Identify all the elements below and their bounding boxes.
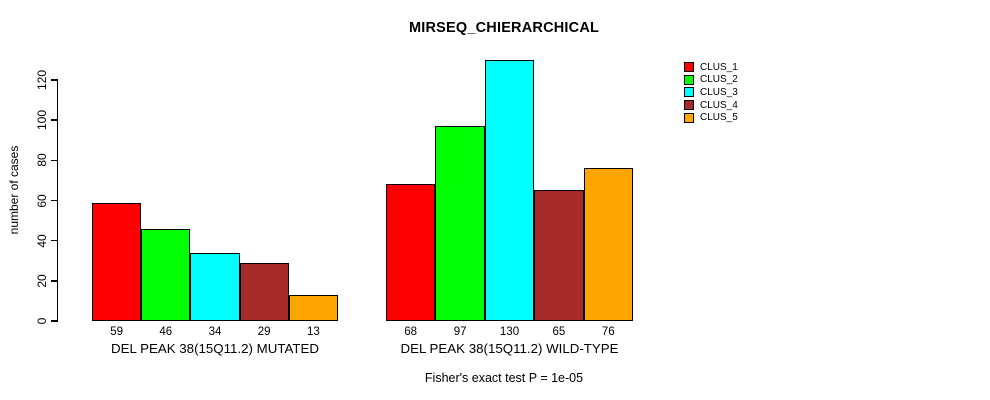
y-axis-tick-label: 80 xyxy=(35,153,49,168)
legend-label: CLUS_5 xyxy=(700,112,738,124)
legend-label: CLUS_3 xyxy=(700,86,738,98)
bar-clus_2-group1 xyxy=(141,228,191,321)
legend-swatch-clus_2 xyxy=(684,74,694,85)
y-axis-tick xyxy=(51,119,58,121)
legend-item-clus_1: CLUS_1 xyxy=(684,61,738,74)
y-axis-tick-label: 20 xyxy=(35,274,49,288)
bar-clus_3-group1 xyxy=(190,252,240,321)
legend-item-clus_3: CLUS_3 xyxy=(684,86,738,99)
legend-swatch-clus_1 xyxy=(684,62,694,73)
legend-swatch-clus_3 xyxy=(684,87,694,98)
legend-label: CLUS_1 xyxy=(700,61,738,73)
y-axis-tick-label: 100 xyxy=(35,110,49,131)
legend: CLUS_1 CLUS_2 CLUS_3 CLUS_4 CLUS_5 xyxy=(684,61,738,124)
group-label-2: DEL PEAK 38(15Q11.2) WILD-TYPE xyxy=(400,341,619,356)
bar-clus_2-group2 xyxy=(435,126,485,321)
chart-title: MIRSEQ_CHIERARCHICAL xyxy=(408,20,600,36)
y-axis-tick xyxy=(51,239,58,242)
footer-stat-text: Fisher's exact test P = 1e-05 xyxy=(424,371,584,385)
bar-value-label: 13 xyxy=(306,326,320,338)
bar-value-label: 59 xyxy=(110,326,123,338)
bar-clus_1-group1 xyxy=(92,202,142,321)
bar-value-label: 65 xyxy=(552,326,566,338)
legend-item-clus_5: CLUS_5 xyxy=(684,111,738,124)
bar-value-label: 29 xyxy=(257,326,271,338)
bar-value-label: 76 xyxy=(601,326,615,338)
y-axis-tick-label: 120 xyxy=(35,69,49,91)
legend-label: CLUS_4 xyxy=(700,99,738,111)
y-axis-tick xyxy=(51,199,58,202)
y-axis-tick-label: 0 xyxy=(35,317,49,325)
bar-clus_5-group1 xyxy=(288,294,338,321)
bar-clus_3-group2 xyxy=(484,59,535,321)
bar-value-label: 34 xyxy=(208,326,222,338)
legend-label: CLUS_2 xyxy=(700,74,738,86)
bar-clus_5-group2 xyxy=(583,168,633,321)
legend-item-clus_4: CLUS_4 xyxy=(684,99,738,112)
y-axis-label: number of cases xyxy=(7,145,21,235)
y-axis-tick xyxy=(51,79,58,81)
y-axis-tick-label: 60 xyxy=(35,193,49,208)
bar-clus_1-group2 xyxy=(386,184,436,321)
legend-swatch-clus_5 xyxy=(684,112,694,123)
y-axis-tick xyxy=(51,159,58,162)
legend-swatch-clus_4 xyxy=(684,100,694,111)
y-axis-tick xyxy=(51,280,58,282)
bar-clus_4-group1 xyxy=(239,262,289,321)
y-axis-tick-label: 40 xyxy=(35,233,49,248)
bar-clus_4-group2 xyxy=(534,190,584,321)
legend-item-clus_2: CLUS_2 xyxy=(684,74,738,87)
bar-value-label: 130 xyxy=(499,326,520,338)
y-axis-tick xyxy=(51,320,58,322)
group-label-1: DEL PEAK 38(15Q11.2) MUTATED xyxy=(111,341,319,356)
bar-value-label: 68 xyxy=(404,326,418,338)
bar-value-label: 97 xyxy=(453,326,467,338)
bar-value-label: 46 xyxy=(159,326,173,338)
